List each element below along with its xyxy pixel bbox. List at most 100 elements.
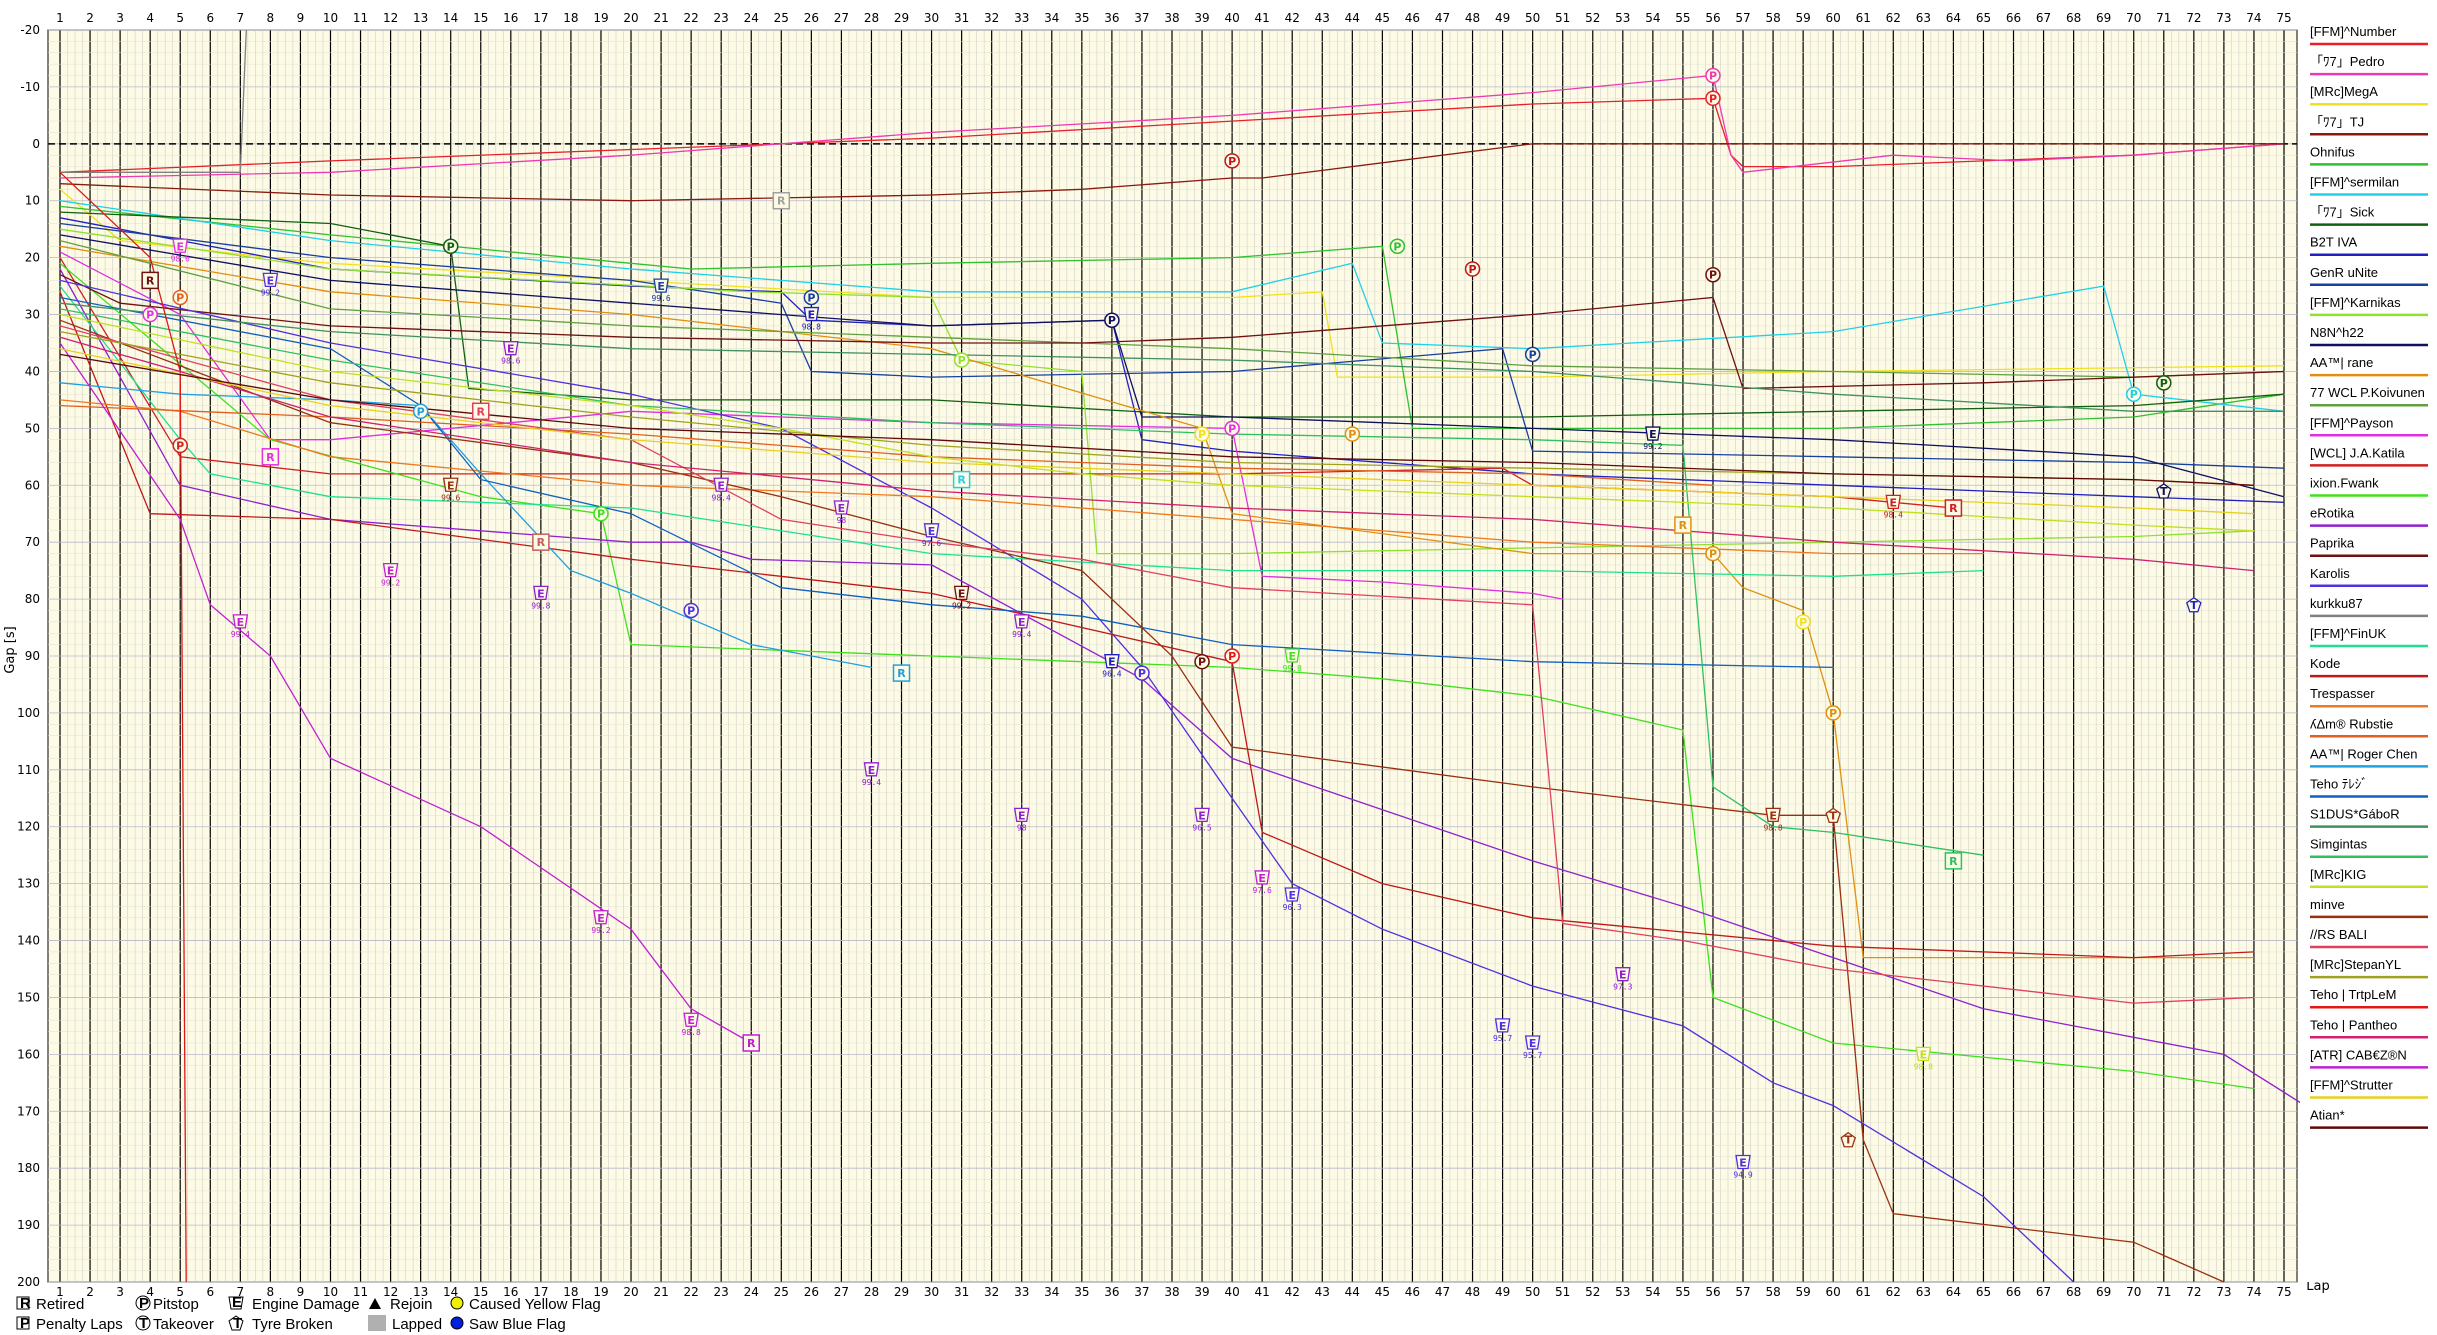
pitstop-marker bbox=[142, 306, 158, 323]
legend-entry-label: Teho | Pantheo bbox=[2310, 1017, 2397, 1032]
x-axis-label: Lap bbox=[2306, 1279, 2329, 1294]
engine-damage-marker bbox=[1013, 614, 1030, 629]
engine-damage-marker bbox=[1885, 494, 1902, 509]
engine-damage-value: 97.6 bbox=[1253, 886, 1272, 895]
legend-entry-label: kurkku87 bbox=[2310, 596, 2363, 611]
tyre-broken-marker bbox=[1825, 807, 1841, 823]
engine-damage-value: 99.4 bbox=[231, 630, 250, 639]
pitstop-marker bbox=[412, 403, 429, 420]
pitstop-marker bbox=[442, 238, 459, 255]
x-tick-label-top: 56 bbox=[1705, 11, 1720, 25]
x-tick-label-bottom: 21 bbox=[653, 1285, 668, 1299]
x-tick-label-bottom: 42 bbox=[1285, 1285, 1300, 1299]
legend-entry-label: minve bbox=[2310, 897, 2345, 912]
engine-damage-value: 98 bbox=[1017, 823, 1027, 832]
x-tick-label-top: 45 bbox=[1375, 11, 1390, 25]
legend-entry-label: eRotika bbox=[2310, 506, 2355, 521]
x-tick-label-top: 19 bbox=[593, 11, 608, 25]
x-tick-label-top: 36 bbox=[1104, 11, 1119, 25]
legend-entry-label: AA™| Roger Chen bbox=[2310, 746, 2417, 761]
x-tick-label-top: 50 bbox=[1525, 11, 1540, 25]
x-tick-label-bottom: 20 bbox=[623, 1285, 638, 1299]
x-tick-label-top: 57 bbox=[1735, 11, 1750, 25]
x-tick-label-top: 67 bbox=[2036, 11, 2051, 25]
x-tick-label-top: 20 bbox=[623, 11, 638, 25]
pitstop-marker bbox=[172, 289, 188, 306]
marker-letter: E bbox=[808, 309, 816, 322]
pitstop-marker bbox=[953, 352, 970, 368]
svg-text:T: T bbox=[139, 1315, 148, 1332]
pitstop-marker bbox=[1705, 67, 1721, 84]
pitstop-marker bbox=[1825, 705, 1841, 721]
marker-letter: T bbox=[1829, 809, 1837, 822]
x-tick-label-bottom: 57 bbox=[1735, 1285, 1750, 1299]
x-tick-label-top: 3 bbox=[116, 11, 124, 25]
x-tick-label-bottom: 2 bbox=[86, 1285, 94, 1299]
x-tick-label-top: 6 bbox=[206, 11, 214, 25]
key-lapped-label: Lapped bbox=[392, 1316, 442, 1333]
x-tick-label-top: 54 bbox=[1645, 11, 1660, 25]
x-tick-label-top: 28 bbox=[864, 11, 879, 25]
legend-entry-label: ʎΔm® Rubstie bbox=[2310, 716, 2393, 731]
x-tick-label-bottom: 4 bbox=[146, 1285, 154, 1299]
engine-damage-value: 96.4 bbox=[1102, 670, 1121, 679]
x-tick-label-bottom: 47 bbox=[1435, 1285, 1450, 1299]
x-tick-label-bottom: 32 bbox=[984, 1285, 999, 1299]
x-tick-label-top: 44 bbox=[1345, 11, 1360, 25]
engine-damage-marker bbox=[1645, 426, 1661, 441]
marker-letter: P bbox=[1108, 314, 1116, 327]
x-tick-label-bottom: 12 bbox=[383, 1285, 398, 1299]
x-tick-label-top: 11 bbox=[353, 11, 368, 25]
x-tick-label-bottom: 14 bbox=[443, 1285, 458, 1299]
marker-letter: P bbox=[417, 405, 425, 418]
engine-damage-marker bbox=[262, 272, 279, 288]
svg-text:P: P bbox=[20, 1315, 30, 1332]
series-line bbox=[59, 239, 2285, 378]
series-line bbox=[59, 234, 2285, 498]
x-tick-label-top: 21 bbox=[653, 11, 668, 25]
marker-letter: E bbox=[687, 1014, 695, 1027]
marker-letter: P bbox=[1198, 656, 1206, 669]
x-tick-label-bottom: 35 bbox=[1074, 1285, 1089, 1299]
legend-entry-label: Kode bbox=[2310, 656, 2340, 671]
marker-letter: E bbox=[657, 280, 665, 293]
pitstop-marker bbox=[1705, 90, 1721, 107]
retired-marker bbox=[952, 470, 971, 489]
x-tick-label-top: 55 bbox=[1675, 11, 1690, 25]
marker-letter: P bbox=[447, 240, 455, 253]
y-tick-label: 50 bbox=[25, 421, 40, 435]
key-retired-label: Retired bbox=[36, 1296, 84, 1313]
marker-letter: E bbox=[1258, 872, 1266, 885]
x-tick-label-top: 66 bbox=[2006, 11, 2021, 25]
series-line bbox=[59, 285, 1984, 577]
retired-marker bbox=[772, 191, 791, 210]
legend-entry-label: Trespasser bbox=[2310, 686, 2375, 701]
x-tick-label-top: 1 bbox=[56, 11, 64, 25]
x-tick-label-top: 59 bbox=[1795, 11, 1810, 25]
marker-letter: E bbox=[928, 525, 936, 538]
marker-letter: E bbox=[597, 912, 605, 925]
x-tick-label-bottom: 55 bbox=[1675, 1285, 1690, 1299]
engine-damage-value: 99.2 bbox=[1643, 442, 1662, 451]
x-tick-label-bottom: 65 bbox=[1976, 1285, 1991, 1299]
x-tick-label-bottom: 23 bbox=[714, 1285, 729, 1299]
x-tick-label-bottom: 48 bbox=[1465, 1285, 1480, 1299]
retired-marker bbox=[1944, 852, 1963, 870]
x-tick-label-top: 71 bbox=[2156, 11, 2171, 25]
y-tick-label: -20 bbox=[20, 23, 40, 37]
series-line bbox=[59, 382, 872, 669]
engine-damage-value: 99.8 bbox=[1283, 664, 1302, 673]
y-tick-label: 70 bbox=[25, 535, 40, 549]
engine-damage-value: 96.5 bbox=[1192, 823, 1211, 832]
engine-damage-marker bbox=[1494, 1018, 1511, 1033]
engine-damage-marker bbox=[533, 585, 549, 601]
y-tick-label: 180 bbox=[17, 1161, 40, 1175]
series-line bbox=[59, 313, 2254, 532]
x-tick-label-bottom: 7 bbox=[237, 1285, 245, 1299]
marker-letter: P bbox=[1709, 70, 1717, 83]
pitstop-marker bbox=[172, 437, 188, 454]
pitstop-marker bbox=[1194, 653, 1210, 670]
x-tick-label-bottom: 43 bbox=[1315, 1285, 1330, 1299]
key-takeover-icon bbox=[135, 1315, 151, 1331]
pitstop-marker bbox=[1389, 238, 1406, 255]
